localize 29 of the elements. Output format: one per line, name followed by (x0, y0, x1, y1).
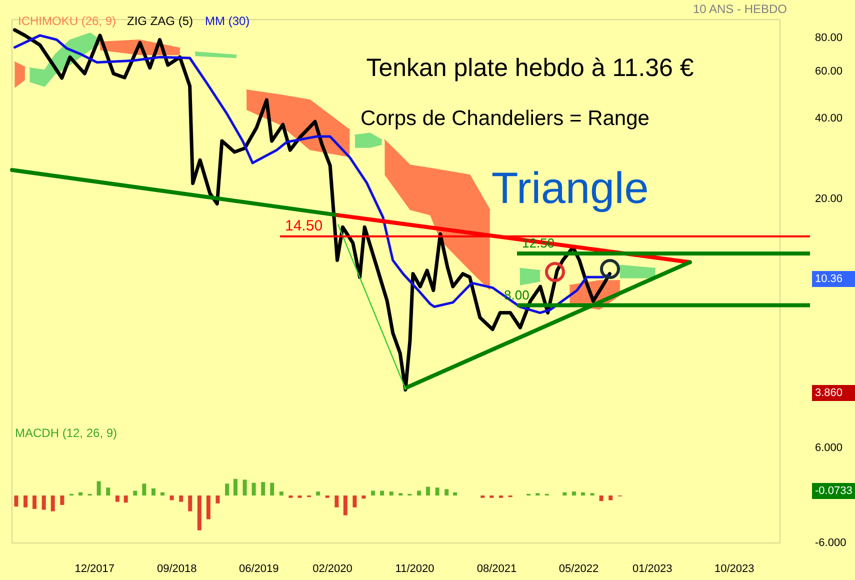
y-tick-label: 60.00 (815, 66, 843, 78)
x-tick-label: 01/2023 (632, 563, 672, 575)
y2-tick-label: -6.000 (815, 536, 846, 549)
x-tick-label: 05/2022 (558, 563, 599, 575)
text: 3.860 (815, 386, 843, 399)
text: MM (30) (205, 14, 250, 28)
annotation: Tenkan plate hebdo à 11.36 € (366, 54, 694, 82)
y-tick-label: 40.00 (815, 112, 843, 125)
x-tick-label: 06/2019 (239, 563, 279, 575)
series-label: ICHIMOKU (26, 9) (18, 14, 116, 28)
annotation: Corps de Chandeliers = Range (360, 107, 650, 130)
x-tick-label: 11/2020 (395, 563, 434, 575)
annotation: Triangle (491, 164, 649, 213)
text: 10.36 (815, 272, 843, 285)
y-tick-label: 20.00 (815, 192, 843, 205)
x-tick-label: 08/2021 (476, 563, 517, 575)
x-tick-label: 12/2017 (74, 563, 114, 575)
x-tick-label: 10/2023 (714, 563, 754, 575)
y2-tick-label: 6.000 (815, 442, 843, 454)
text: -0.0733 (815, 484, 852, 497)
text: 10 ANS - HEBDO (692, 2, 788, 16)
series-label: ZIG ZAG (5) (127, 14, 194, 28)
text: MACDH (12, 26, 9) (15, 426, 118, 440)
ref-line-label: 8.00 (504, 287, 530, 302)
ref-line-label: 12.50 (522, 236, 555, 251)
y-tick-label: 80.00 (815, 32, 843, 44)
ref-line-label: 14.50 (285, 217, 323, 234)
x-tick-label: 02/2020 (312, 563, 352, 575)
x-tick-label: 09/2018 (157, 563, 197, 575)
